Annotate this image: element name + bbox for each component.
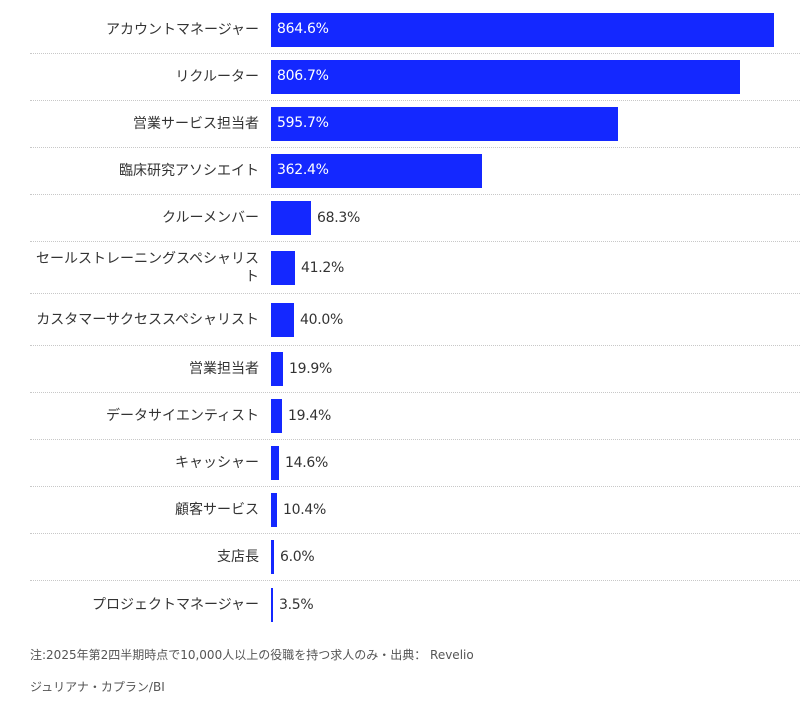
bar xyxy=(271,493,277,527)
bar-track: 362.4% xyxy=(271,154,800,188)
bar-track: 68.3% xyxy=(271,201,800,235)
category-label: セールストレーニングスペシャリスト xyxy=(35,250,259,285)
category-label: 営業サービス担当者 xyxy=(133,116,259,132)
bar xyxy=(271,540,274,574)
bar-track: 14.6% xyxy=(271,446,800,480)
category-label: 顧客サービス xyxy=(175,502,259,518)
bar-chart: アカウントマネージャー 864.6% リクルーター 806.7% 営業サービス担当者 59… xyxy=(30,7,800,628)
category-label: クルーメンバー xyxy=(161,210,259,226)
bar-track: 864.6% xyxy=(271,13,800,47)
bar-track: 19.9% xyxy=(271,352,800,386)
value-label: 19.4% xyxy=(288,408,331,424)
value-label: 41.2% xyxy=(301,259,344,276)
category-label: カスタマーサクセススペシャリスト xyxy=(36,311,259,328)
category-label: アカウントマネージャー xyxy=(105,22,259,38)
bar-track: 595.7% xyxy=(271,107,800,141)
bar-row: セールストレーニングスペシャリスト 41.2% xyxy=(30,242,800,294)
bar: 362.4% xyxy=(271,154,482,188)
category-label: データサイエンティスト xyxy=(105,408,259,424)
bar-row: 営業担当者 19.9% xyxy=(30,346,800,393)
bar: 864.6% xyxy=(271,13,774,47)
value-label: 362.4% xyxy=(277,162,329,178)
category-label: リクルーター xyxy=(175,69,259,85)
bar-row: カスタマーサクセススペシャリスト 40.0% xyxy=(30,294,800,346)
bar xyxy=(271,201,311,235)
bar-row: データサイエンティスト 19.4% xyxy=(30,393,800,440)
bar: 595.7% xyxy=(271,107,618,141)
bar-row: アカウントマネージャー 864.6% xyxy=(30,7,800,54)
value-label: 19.9% xyxy=(289,361,332,377)
bar-track: 19.4% xyxy=(271,399,800,433)
value-label: 595.7% xyxy=(277,115,329,131)
bar-track: 3.5% xyxy=(271,587,800,622)
value-label: 40.0% xyxy=(300,311,343,328)
bar-row: 顧客サービス 10.4% xyxy=(30,487,800,534)
bar xyxy=(271,399,282,433)
value-label: 864.6% xyxy=(277,21,329,37)
value-label: 3.5% xyxy=(279,596,314,613)
bar: 806.7% xyxy=(271,60,740,94)
category-label: 支店長 xyxy=(217,549,259,565)
bar xyxy=(271,352,283,386)
bar-track: 806.7% xyxy=(271,60,800,94)
bar-track: 40.0% xyxy=(271,302,800,337)
category-label: 営業担当者 xyxy=(189,361,259,377)
bar-row: リクルーター 806.7% xyxy=(30,54,800,101)
chart-note: 注:2025年第2四半期時点で10,000人以上の役職を持つ求人のみ・出典： R… xyxy=(30,648,474,662)
bar-track: 10.4% xyxy=(271,493,800,527)
category-label: プロジェクトマネージャー xyxy=(91,596,259,613)
bar-track: 6.0% xyxy=(271,540,800,574)
bar-track: 41.2% xyxy=(271,250,800,285)
bar-row: キャッシャー 14.6% xyxy=(30,440,800,487)
category-label: 臨床研究アソシエイト xyxy=(119,163,259,179)
value-label: 806.7% xyxy=(277,68,329,84)
bar xyxy=(271,587,273,622)
bar-row: 営業サービス担当者 595.7% xyxy=(30,101,800,148)
value-label: 10.4% xyxy=(283,502,326,518)
bar-row: プロジェクトマネージャー 3.5% xyxy=(30,581,800,628)
value-label: 68.3% xyxy=(317,210,360,226)
category-label: キャッシャー xyxy=(175,455,259,471)
bar xyxy=(271,302,294,337)
bar xyxy=(271,446,279,480)
bar-row: 臨床研究アソシエイト 362.4% xyxy=(30,148,800,195)
bar-row: 支店長 6.0% xyxy=(30,534,800,581)
bar xyxy=(271,250,295,285)
value-label: 6.0% xyxy=(280,549,315,565)
value-label: 14.6% xyxy=(285,455,328,471)
bar-row: クルーメンバー 68.3% xyxy=(30,195,800,242)
chart-credit: ジュリアナ・カプラン/BI xyxy=(30,680,165,694)
